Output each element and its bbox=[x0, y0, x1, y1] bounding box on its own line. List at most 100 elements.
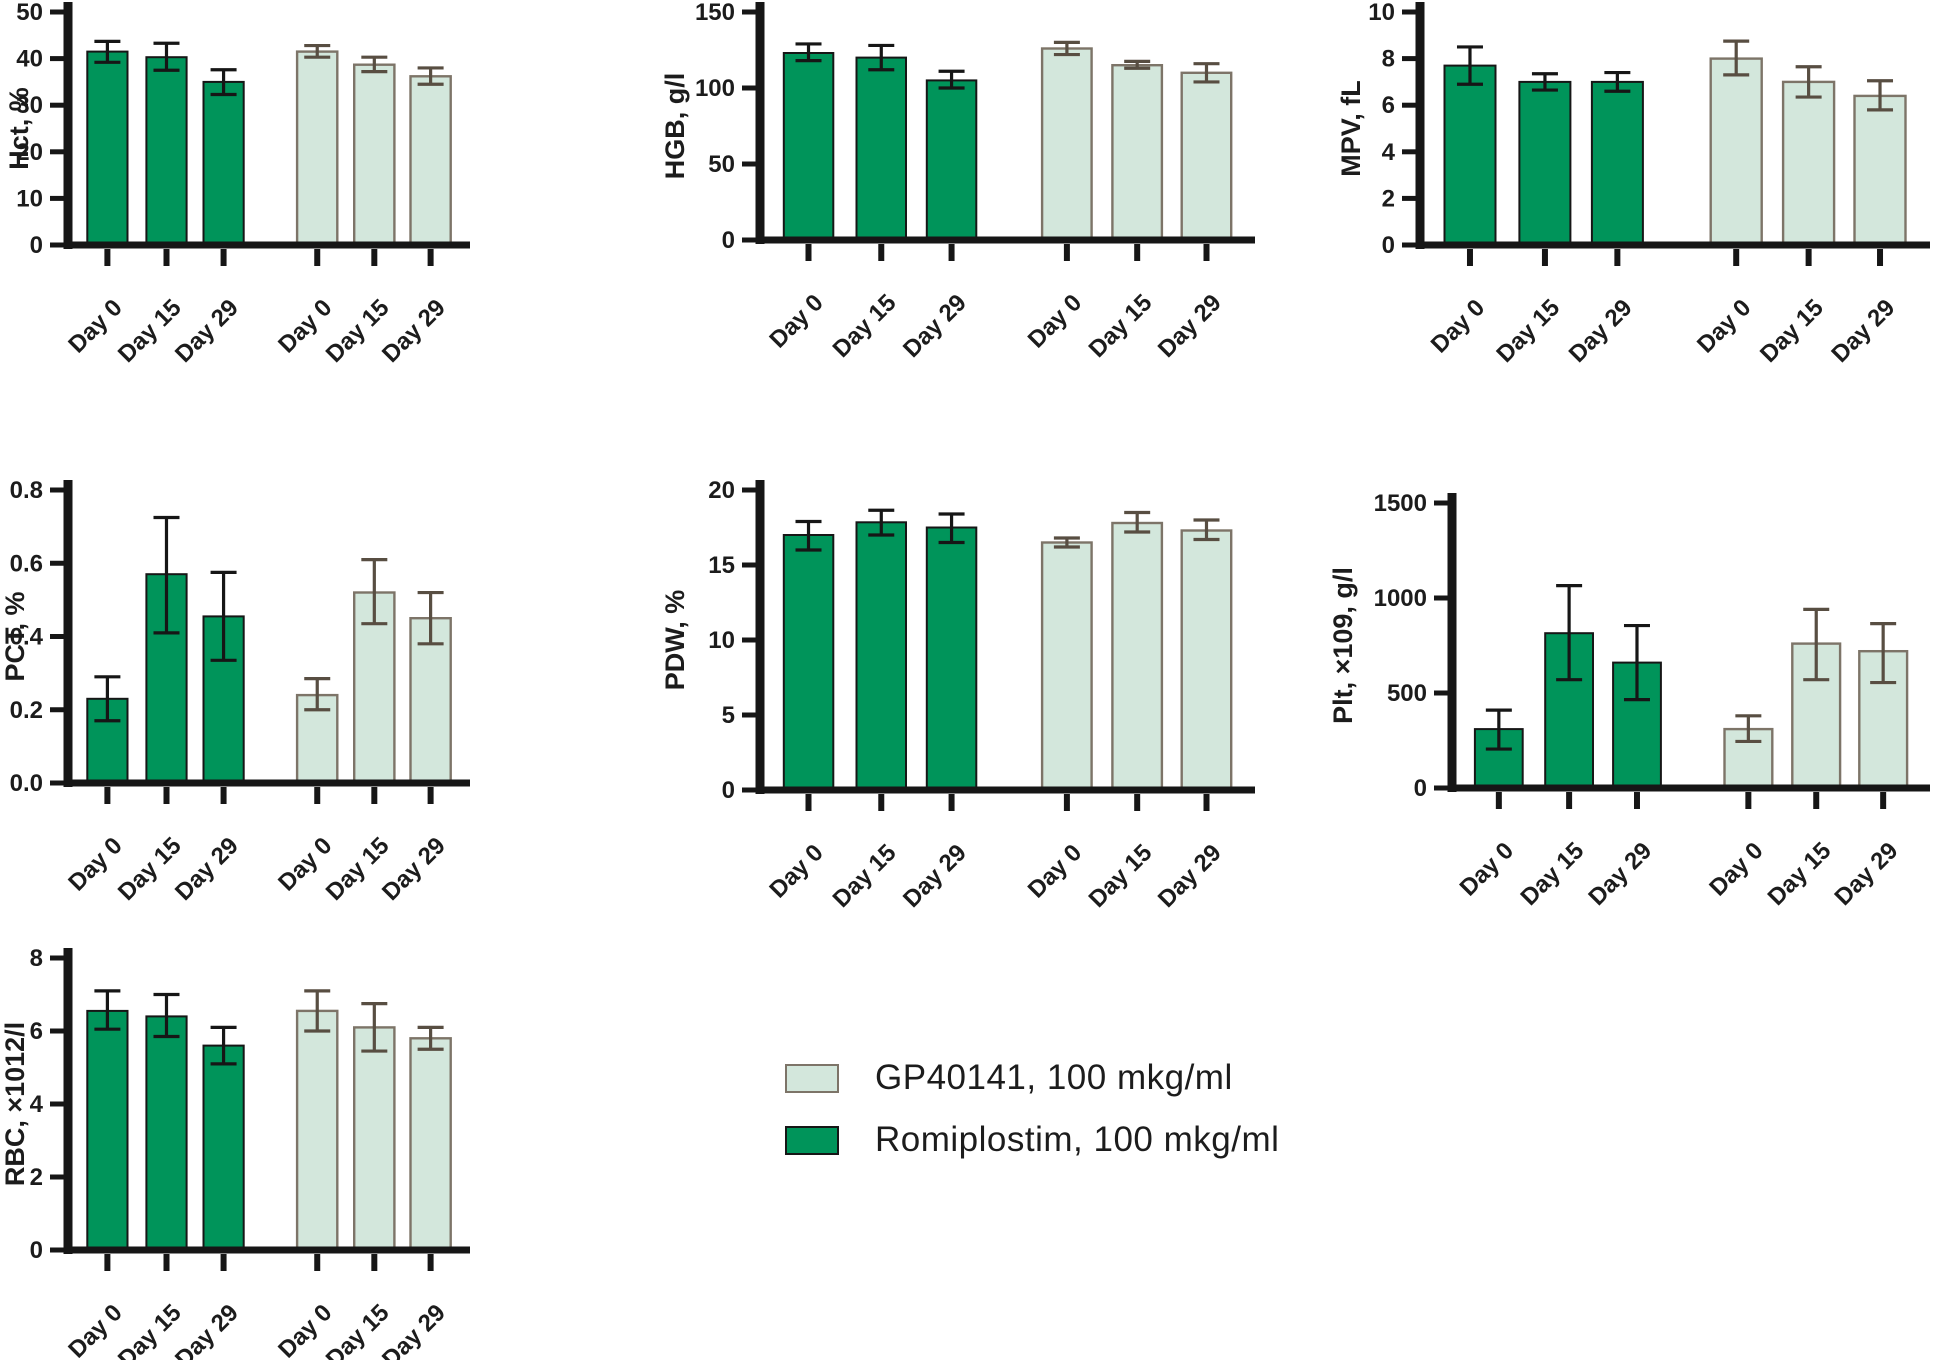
x-tick-label: Day 29 bbox=[898, 289, 972, 363]
bar bbox=[295, 50, 339, 247]
error-bar bbox=[1124, 59, 1151, 70]
error-bar bbox=[1456, 45, 1483, 86]
y-tick-label: 40 bbox=[16, 46, 43, 73]
x-tick-label: Day 15 bbox=[1084, 839, 1158, 913]
bar bbox=[1518, 80, 1572, 247]
x-tick-label: Day 29 bbox=[170, 832, 244, 906]
x-tick-label: Day 0 bbox=[764, 289, 828, 353]
x-tick-label: Day 0 bbox=[1704, 837, 1768, 901]
y-tick-label: 100 bbox=[695, 75, 735, 102]
legend-item-romiplostim: Romiplostim, 100 mkg/ml bbox=[785, 1120, 1485, 1160]
x-tick-label: Day 15 bbox=[1763, 837, 1837, 911]
error-bar bbox=[1604, 70, 1631, 93]
x-tick-label: Day 15 bbox=[1516, 837, 1590, 911]
legend-label-romiplostim: Romiplostim, 100 mkg/ml bbox=[875, 1120, 1280, 1159]
x-tick-label: Day 29 bbox=[1830, 837, 1904, 911]
bar bbox=[409, 1037, 452, 1252]
error-bar bbox=[417, 1025, 444, 1051]
error-bar bbox=[153, 41, 180, 72]
legend-item-gp40141: GP40141, 100 mkg/ml bbox=[785, 1058, 1485, 1098]
x-tick-label: Day 15 bbox=[321, 294, 395, 368]
error-bar bbox=[304, 677, 331, 712]
y-tick-label: 10 bbox=[708, 627, 735, 654]
x-tick-label: Day 0 bbox=[1455, 837, 1519, 901]
y-axis-title: RBC, ×1012/l bbox=[0, 1022, 30, 1186]
x-tick-label: Day 29 bbox=[1583, 837, 1657, 911]
y-axis-title: PDW, % bbox=[660, 590, 690, 691]
error-bar bbox=[795, 519, 822, 552]
y-tick-label: 8 bbox=[1382, 46, 1395, 73]
x-tick-label: Day 29 bbox=[898, 839, 972, 913]
y-tick-label: 0.4 bbox=[10, 624, 44, 651]
error-bar bbox=[868, 508, 895, 537]
legend-label-gp40141: GP40141, 100 mkg/ml bbox=[875, 1058, 1233, 1097]
y-tick-label: 0 bbox=[722, 777, 735, 804]
error-bar bbox=[1735, 714, 1762, 744]
error-bar bbox=[1124, 510, 1151, 534]
x-tick-label: Day 15 bbox=[321, 832, 395, 906]
y-tick-label: 0 bbox=[1414, 775, 1427, 802]
bar bbox=[782, 52, 835, 241]
x-tick-label: Day 29 bbox=[170, 1299, 244, 1360]
y-tick-label: 2 bbox=[30, 1164, 43, 1191]
y-tick-label: 0.8 bbox=[10, 477, 43, 504]
y-tick-label: 0 bbox=[30, 1237, 43, 1264]
x-tick-label: Day 15 bbox=[1084, 289, 1158, 363]
error-bar bbox=[94, 675, 121, 723]
x-tick-label: Day 29 bbox=[1153, 839, 1227, 913]
y-tick-label: 10 bbox=[1368, 0, 1395, 26]
error-bar bbox=[1795, 65, 1822, 99]
bar bbox=[1111, 63, 1164, 242]
bar bbox=[1590, 80, 1644, 247]
bar bbox=[202, 80, 245, 247]
error-bar bbox=[1053, 40, 1080, 57]
x-tick-label: Day 29 bbox=[1153, 289, 1227, 363]
bar bbox=[925, 526, 978, 791]
x-tick-label: Day 0 bbox=[1023, 289, 1087, 353]
error-bar bbox=[795, 42, 822, 63]
bar bbox=[295, 1009, 339, 1252]
error-bar bbox=[1803, 607, 1830, 682]
bar bbox=[1040, 541, 1093, 792]
y-tick-label: 20 bbox=[16, 139, 43, 166]
y-axis-title: MPV, fL bbox=[1336, 80, 1366, 177]
bar bbox=[86, 1009, 129, 1252]
y-tick-label: 0 bbox=[722, 227, 735, 254]
x-tick-label: Day 0 bbox=[1426, 294, 1490, 358]
bar bbox=[855, 521, 907, 792]
y-tick-label: 4 bbox=[1382, 139, 1396, 166]
bar bbox=[925, 79, 978, 242]
y-axis-title: Plt, ×109, g/l bbox=[1328, 567, 1358, 724]
x-tick-label: Day 29 bbox=[377, 294, 451, 368]
bar bbox=[1443, 64, 1497, 246]
y-tick-label: 4 bbox=[30, 1091, 44, 1118]
bar bbox=[855, 56, 907, 241]
y-tick-label: 50 bbox=[708, 151, 735, 178]
error-bar bbox=[361, 557, 388, 626]
error-bar bbox=[361, 55, 388, 74]
error-bar bbox=[210, 68, 237, 97]
error-bar bbox=[1870, 622, 1897, 685]
x-tick-label: Day 0 bbox=[1692, 294, 1756, 358]
y-tick-label: 0 bbox=[1382, 232, 1395, 259]
y-tick-label: 15 bbox=[708, 552, 735, 579]
bar bbox=[1180, 529, 1233, 792]
error-bar bbox=[868, 43, 895, 72]
error-bar bbox=[94, 39, 121, 64]
x-tick-label: Day 15 bbox=[113, 294, 187, 368]
y-tick-label: 5 bbox=[722, 702, 735, 729]
error-bar bbox=[938, 69, 965, 90]
error-bar bbox=[153, 992, 180, 1039]
y-axis-title: PCT, % bbox=[0, 591, 30, 681]
error-bar bbox=[210, 1025, 237, 1066]
